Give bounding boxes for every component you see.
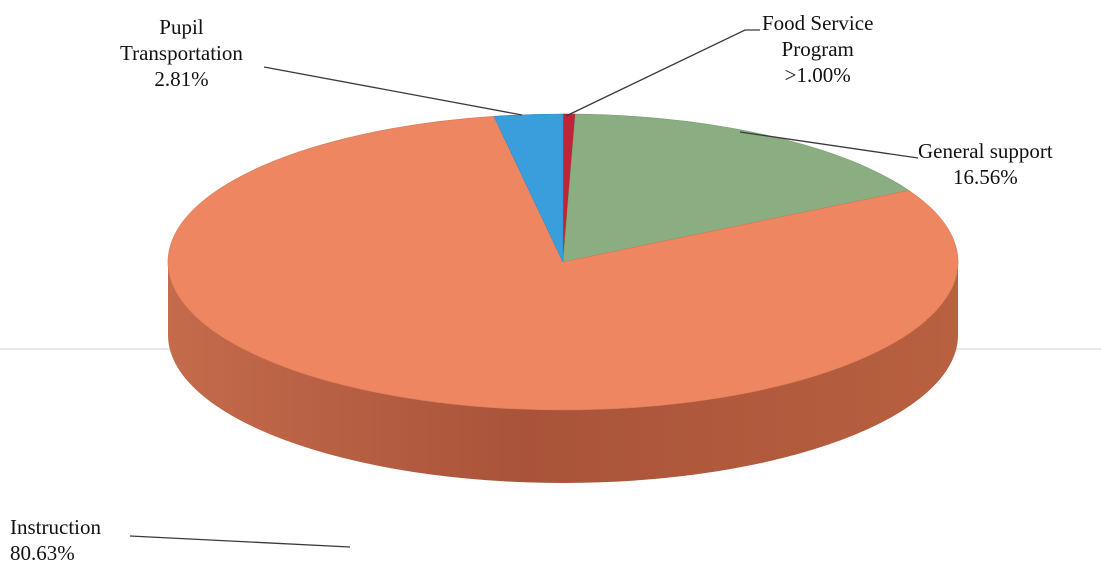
- leader-line-instruction: [129, 535, 351, 548]
- label-instruction-name: Instruction: [10, 515, 101, 539]
- label-general-value: 16.56%: [952, 165, 1018, 189]
- label-general-name: General support: [918, 139, 1053, 163]
- pie-top-faces: [167, 113, 959, 411]
- leader-lines: [129, 29, 919, 548]
- label-food-value: >1.00%: [784, 63, 851, 87]
- pie-slice-instruction: [167, 115, 959, 411]
- pie-side-instruction: [168, 262, 958, 483]
- label-food-service-program: Food Service Program >1.00%: [762, 10, 873, 88]
- label-pupil-transportation: Pupil Transportation 2.81%: [120, 14, 243, 92]
- pie-side-walls: [168, 262, 958, 483]
- label-pupil-value: 2.81%: [154, 67, 209, 91]
- label-general-support: General support 16.56%: [918, 138, 1053, 190]
- label-instruction: Instruction 80.63%: [10, 514, 101, 566]
- leader-line-food: [565, 29, 760, 117]
- label-pupil-name-2: Transportation: [120, 41, 243, 65]
- label-food-name-2: Program: [781, 37, 854, 61]
- label-pupil-name-1: Pupil: [159, 15, 204, 39]
- pie-slice-pupil: [493, 113, 564, 263]
- label-instruction-value: 80.63%: [10, 541, 75, 565]
- label-food-name-1: Food Service: [762, 11, 874, 35]
- leader-line-pupil: [263, 66, 523, 116]
- leader-line-general: [739, 131, 919, 159]
